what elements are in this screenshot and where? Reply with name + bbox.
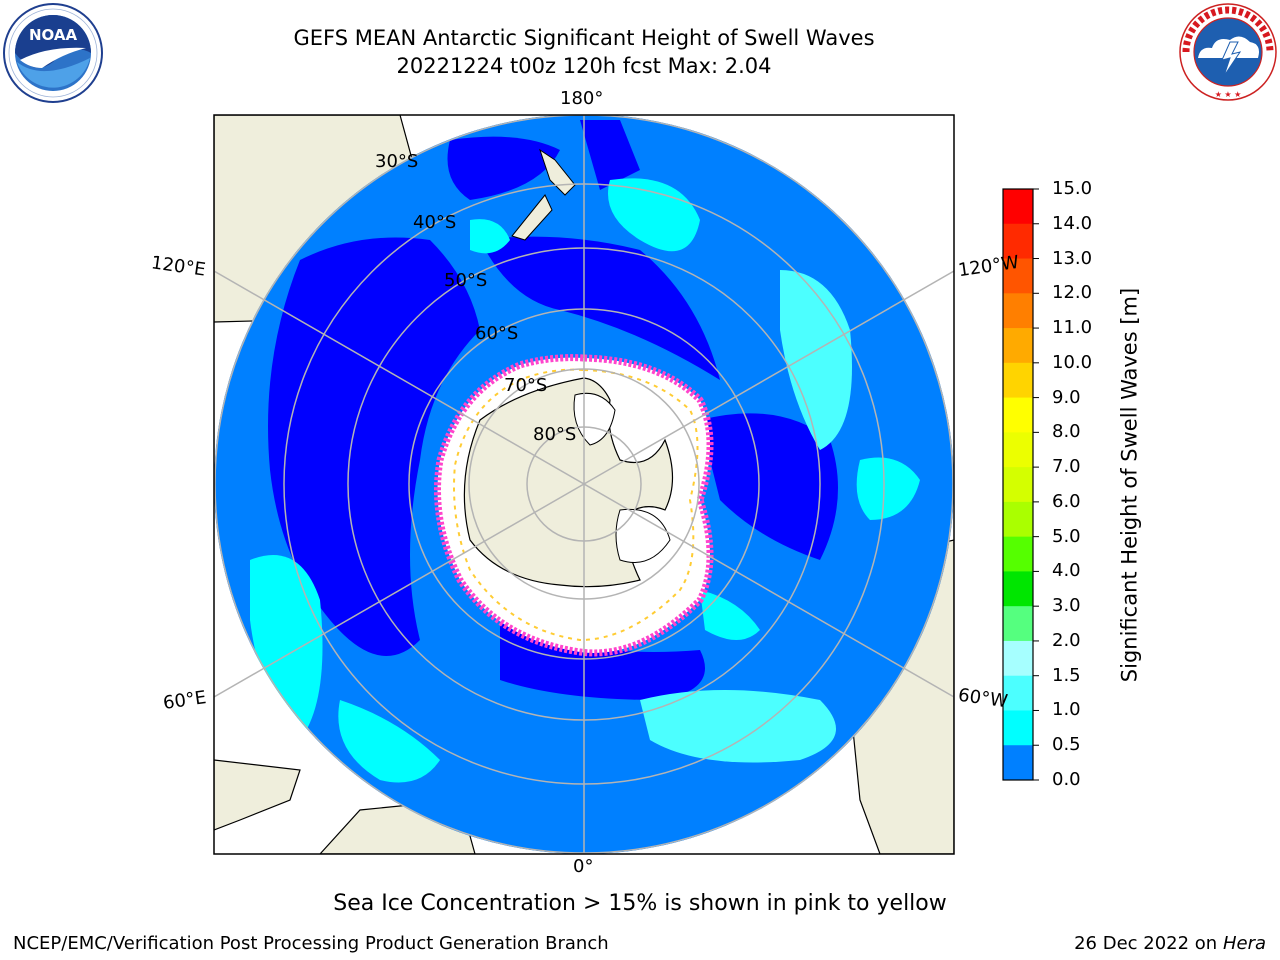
producer-credit: NCEP/EMC/Verification Post Processing Pr…	[13, 933, 609, 954]
colorbar-swatch	[1003, 328, 1033, 364]
lon-label-0: 0°	[573, 856, 594, 877]
colorbar-swatch	[1003, 710, 1033, 746]
nws-logo: ★ ★ ★	[1179, 3, 1277, 101]
colorbar-tick-label: 14.0	[1052, 212, 1093, 234]
lat-label-70s: 70°S	[504, 375, 548, 396]
lat-label-80s: 80°S	[533, 424, 577, 445]
lat-label-40s: 40°S	[413, 212, 457, 233]
colorbar-swatch	[1003, 293, 1033, 329]
colorbar-tick-label: 0.5	[1052, 734, 1081, 756]
colorbar-tick-label: 1.0	[1052, 699, 1081, 721]
new-zealand-north	[539, 148, 576, 196]
colorbar-swatch	[1003, 606, 1033, 642]
svg-text:★ ★ ★: ★ ★ ★	[1215, 90, 1242, 99]
colorbar-tick-label: 13.0	[1052, 247, 1093, 269]
colorbar-tick-label: 6.0	[1052, 490, 1081, 512]
noaa-logo: NOAA	[3, 3, 103, 103]
colorbar-title: Significant Height of Swell Waves [m]	[1117, 287, 1142, 683]
colorbar-tick-label: 3.0	[1052, 595, 1081, 617]
colorbar-tick-label: 11.0	[1052, 317, 1093, 339]
colorbar-swatch	[1003, 189, 1033, 225]
sea-ice-edge-yellow	[453, 368, 699, 642]
colorbar-swatch	[1003, 745, 1033, 781]
colorbar-swatch	[1003, 432, 1033, 468]
colorbar-swatch	[1003, 571, 1033, 607]
map-frame	[213, 114, 955, 855]
lat-label-60s: 60°S	[475, 323, 519, 344]
lat-label-30s: 30°S	[375, 151, 419, 172]
run-date: 26 Dec 2022 on Hera	[1074, 933, 1266, 954]
colorbar-swatch	[1003, 258, 1033, 294]
colorbar	[1003, 188, 1039, 781]
graticule	[214, 115, 954, 854]
colorbar-tick-label: 7.0	[1052, 456, 1081, 478]
weddell-ice-shelf	[615, 508, 671, 563]
colorbar-swatch	[1003, 362, 1033, 399]
colorbar-frame	[1002, 188, 1034, 781]
colorbar-tick-label: 8.0	[1052, 421, 1081, 443]
colorbar-swatch	[1003, 640, 1033, 677]
colorbar-swatch	[1003, 501, 1033, 538]
sea-ice-note: Sea Ice Concentration > 15% is shown in …	[333, 891, 947, 916]
colorbar-tick-label: 1.5	[1052, 664, 1081, 686]
colorbar-tick-label: 0.0	[1052, 769, 1081, 790]
colorbar-tick-label: 2.0	[1052, 629, 1081, 651]
colorbar-tick-label: 4.0	[1052, 560, 1081, 582]
noaa-logo-text: NOAA	[29, 26, 78, 44]
madagascar-land	[214, 759, 301, 831]
colorbar-swatch	[1003, 675, 1033, 711]
new-zealand-south	[511, 194, 553, 241]
colorbar-tick-label: 15.0	[1052, 178, 1093, 199]
colorbar-tick-label: 9.0	[1052, 386, 1081, 408]
meridian-60e-120w	[214, 270, 954, 698]
chart-subtitle: 20221224 t00z 120h fcst Max: 2.04	[396, 54, 772, 78]
lon-label-180: 180°	[560, 88, 604, 109]
colorbar-swatch	[1003, 536, 1033, 572]
run-date-text: 26 Dec 2022 on	[1074, 933, 1218, 954]
machine-name: Hera	[1222, 933, 1266, 954]
colorbar-swatch	[1003, 467, 1033, 503]
chart-title: GEFS MEAN Antarctic Significant Height o…	[293, 26, 875, 50]
colorbar-swatch	[1003, 223, 1033, 260]
colorbar-swatch	[1003, 397, 1033, 433]
colorbar-tick-label: 5.0	[1052, 525, 1081, 547]
colorbar-tick-label: 10.0	[1052, 351, 1093, 373]
colorbar-tick-label: 12.0	[1052, 282, 1093, 304]
lat-label-50s: 50°S	[444, 270, 488, 291]
